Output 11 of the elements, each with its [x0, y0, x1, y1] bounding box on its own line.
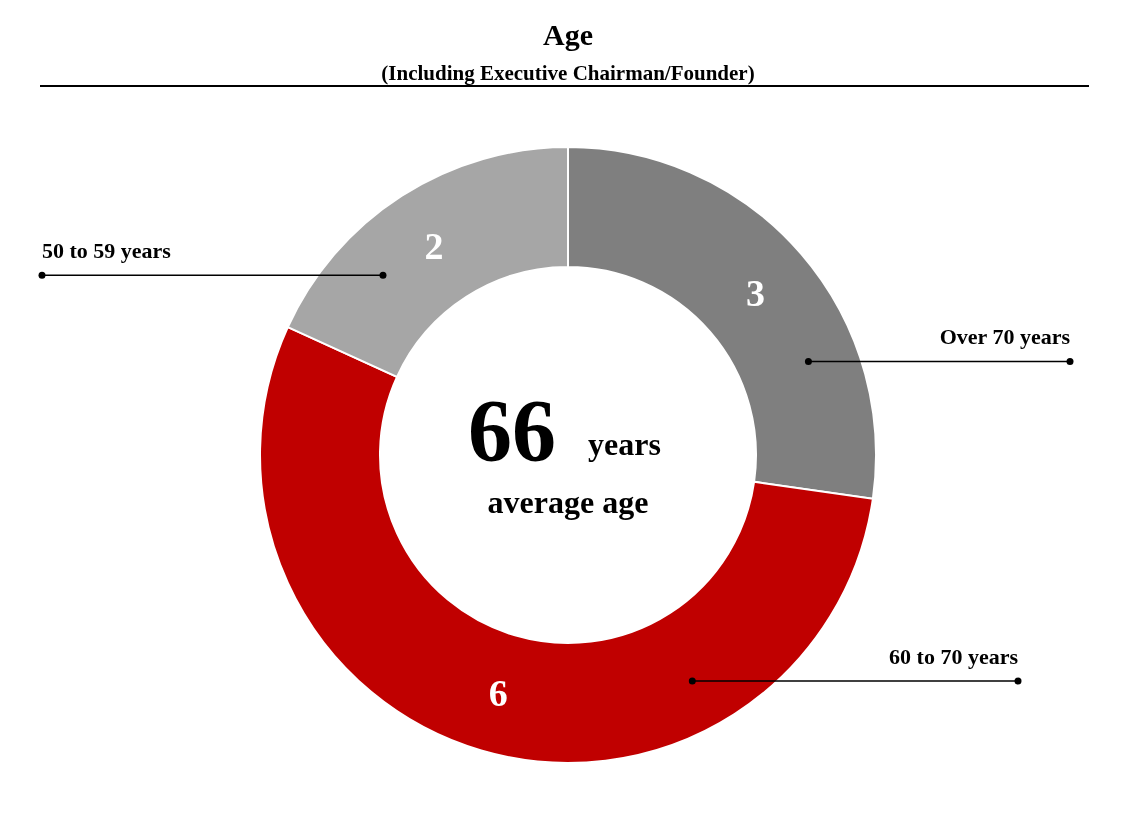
chart-title: Age [543, 18, 593, 51]
slice-label: 50 to 59 years [42, 238, 172, 264]
chart-subtitle: (Including Executive Chairman/Founder) [381, 61, 755, 85]
text: years [588, 426, 661, 462]
data-label: 3 [745, 271, 765, 314]
text: average age [487, 484, 649, 520]
slice-label: Over 70 years [939, 324, 1071, 350]
data-label: 2 [424, 225, 444, 268]
text: 66 [468, 382, 556, 479]
slice-label: 60 to 70 years [889, 644, 1019, 670]
data-label: 6 [488, 671, 508, 714]
